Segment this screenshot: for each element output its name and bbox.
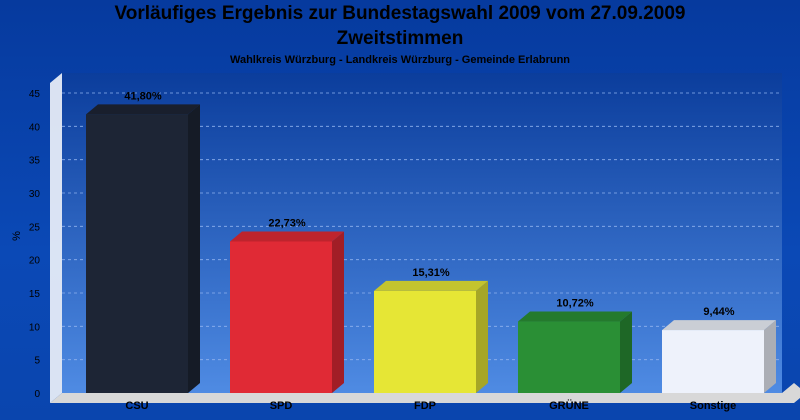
y-tick-label: 30	[29, 189, 41, 200]
x-tick-label: FDP	[414, 400, 436, 412]
y-tick-label: 0	[34, 389, 40, 400]
value-label: 41,80%	[124, 90, 162, 102]
y-tick-label: 20	[29, 256, 41, 267]
bar-top	[374, 280, 488, 291]
chart-title: Vorläufiges Ergebnis zur Bundestagswahl …	[114, 3, 686, 24]
bar-side	[188, 104, 200, 393]
value-label: 22,73%	[268, 217, 306, 229]
y-tick-label: 45	[29, 89, 41, 100]
x-tick-label: Sonstige	[690, 400, 736, 412]
bar-top	[662, 320, 776, 331]
bar-side	[764, 320, 776, 393]
bar-top	[518, 311, 632, 322]
bar-top	[86, 104, 200, 115]
x-tick-label: SPD	[270, 400, 293, 412]
y-axis-label: %	[11, 231, 23, 241]
chart-subtitle: Zweitstimmen	[336, 28, 464, 49]
y-tick-label: 40	[29, 122, 41, 133]
value-label: 9,44%	[703, 306, 734, 318]
y-tick-label: 5	[34, 356, 40, 367]
value-label: 15,31%	[412, 267, 450, 279]
left-wall	[50, 73, 62, 403]
bar-grüne	[518, 321, 620, 393]
x-tick-label: GRÜNE	[549, 399, 589, 412]
bar-side	[332, 231, 344, 393]
value-label: 10,72%	[556, 298, 594, 310]
bar-side	[476, 280, 488, 393]
bar-side	[620, 311, 632, 393]
chart-location: Wahlkreis Würzburg - Landkreis Würzburg …	[229, 54, 571, 66]
x-tick-label: CSU	[125, 400, 148, 412]
bar-csu	[86, 114, 188, 393]
y-tick-label: 35	[29, 156, 41, 167]
y-tick-label: 25	[29, 222, 41, 233]
y-tick-label: 10	[29, 322, 41, 333]
bar-sonstige	[662, 330, 764, 393]
y-tick-label: 15	[29, 289, 41, 300]
bar-fdp	[374, 290, 476, 393]
bar-top	[230, 231, 344, 242]
bar-spd	[230, 241, 332, 393]
